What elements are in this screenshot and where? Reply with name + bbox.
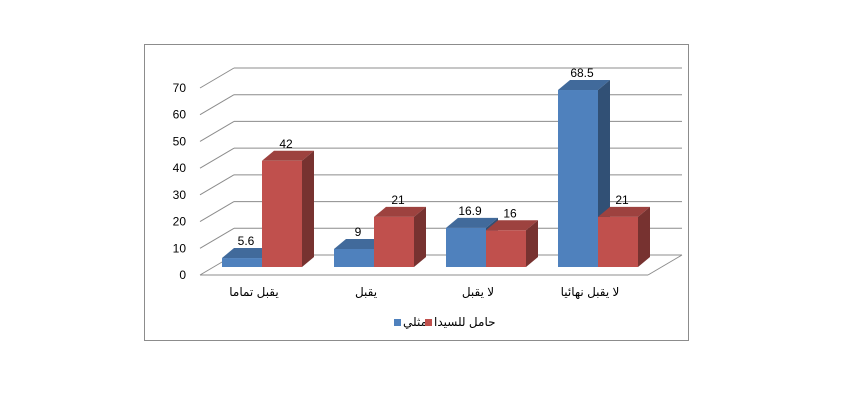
y-tick-label: 70 [173, 81, 187, 95]
x-tick-label: يقبل تماما [229, 285, 278, 299]
x-tick-label: يقبل [355, 285, 377, 299]
bar-top [262, 150, 314, 161]
data-label: 21 [391, 193, 405, 207]
x-tick-label: لا يقبل [462, 285, 494, 299]
bar [446, 227, 486, 267]
data-label: 21 [615, 193, 629, 207]
bar [598, 216, 638, 267]
bar-top [446, 217, 498, 228]
gridline-side [199, 67, 235, 89]
y-tick-label: 0 [179, 268, 186, 282]
data-label: 5.6 [238, 234, 255, 248]
x-axis-labels: يقبل تماما يقبل لا يقبل لا يقبل نهائيا [229, 285, 619, 299]
y-tick-label: 40 [173, 161, 187, 175]
bar [334, 248, 374, 267]
y-axis: 0 10 20 30 40 50 60 70 [173, 81, 187, 282]
legend-label: حامل للسيدا [434, 315, 496, 329]
data-labels: 5.6 42 9 21 16.9 16 68.5 21 [238, 66, 629, 248]
y-tick-label: 20 [173, 215, 187, 229]
bar-top [334, 238, 386, 249]
bar-side [526, 220, 538, 267]
gridline-side [199, 201, 235, 223]
y-tick-label: 50 [173, 134, 187, 148]
y-tick-label: 10 [173, 241, 187, 255]
x-tick-label: لا يقبل نهائيا [561, 285, 620, 299]
bar [558, 90, 598, 267]
legend-item: مثلي [394, 315, 427, 329]
y-tick-label: 30 [173, 188, 187, 202]
bar-top [374, 206, 426, 217]
gridline-side [199, 120, 235, 142]
floor-side-edge [647, 254, 683, 276]
bar [374, 216, 414, 267]
bar-side [638, 206, 650, 267]
bars [222, 80, 650, 267]
gridline-side [199, 174, 235, 196]
data-label: 68.5 [570, 66, 594, 80]
legend-swatch [425, 319, 432, 326]
bar-top [222, 248, 274, 259]
bar-side [414, 206, 426, 267]
legend: مثلي حامل للسيدا [394, 315, 496, 329]
bar-side [302, 150, 314, 267]
data-label: 9 [355, 225, 362, 239]
y-tick-label: 60 [173, 108, 187, 122]
data-label: 16 [503, 206, 517, 220]
legend-swatch [394, 319, 401, 326]
bar-top [558, 80, 610, 91]
gridline-side [199, 147, 235, 169]
data-label: 42 [279, 137, 293, 151]
data-label: 16.9 [458, 204, 482, 218]
bar [222, 258, 262, 267]
legend-item: حامل للسيدا [425, 315, 496, 329]
bar [262, 160, 302, 267]
gridline-side [199, 227, 235, 249]
bar [486, 230, 526, 267]
bar-top [486, 220, 538, 231]
gridline-side [199, 94, 235, 116]
bar-top [598, 206, 650, 217]
legend-label: مثلي [403, 315, 427, 329]
